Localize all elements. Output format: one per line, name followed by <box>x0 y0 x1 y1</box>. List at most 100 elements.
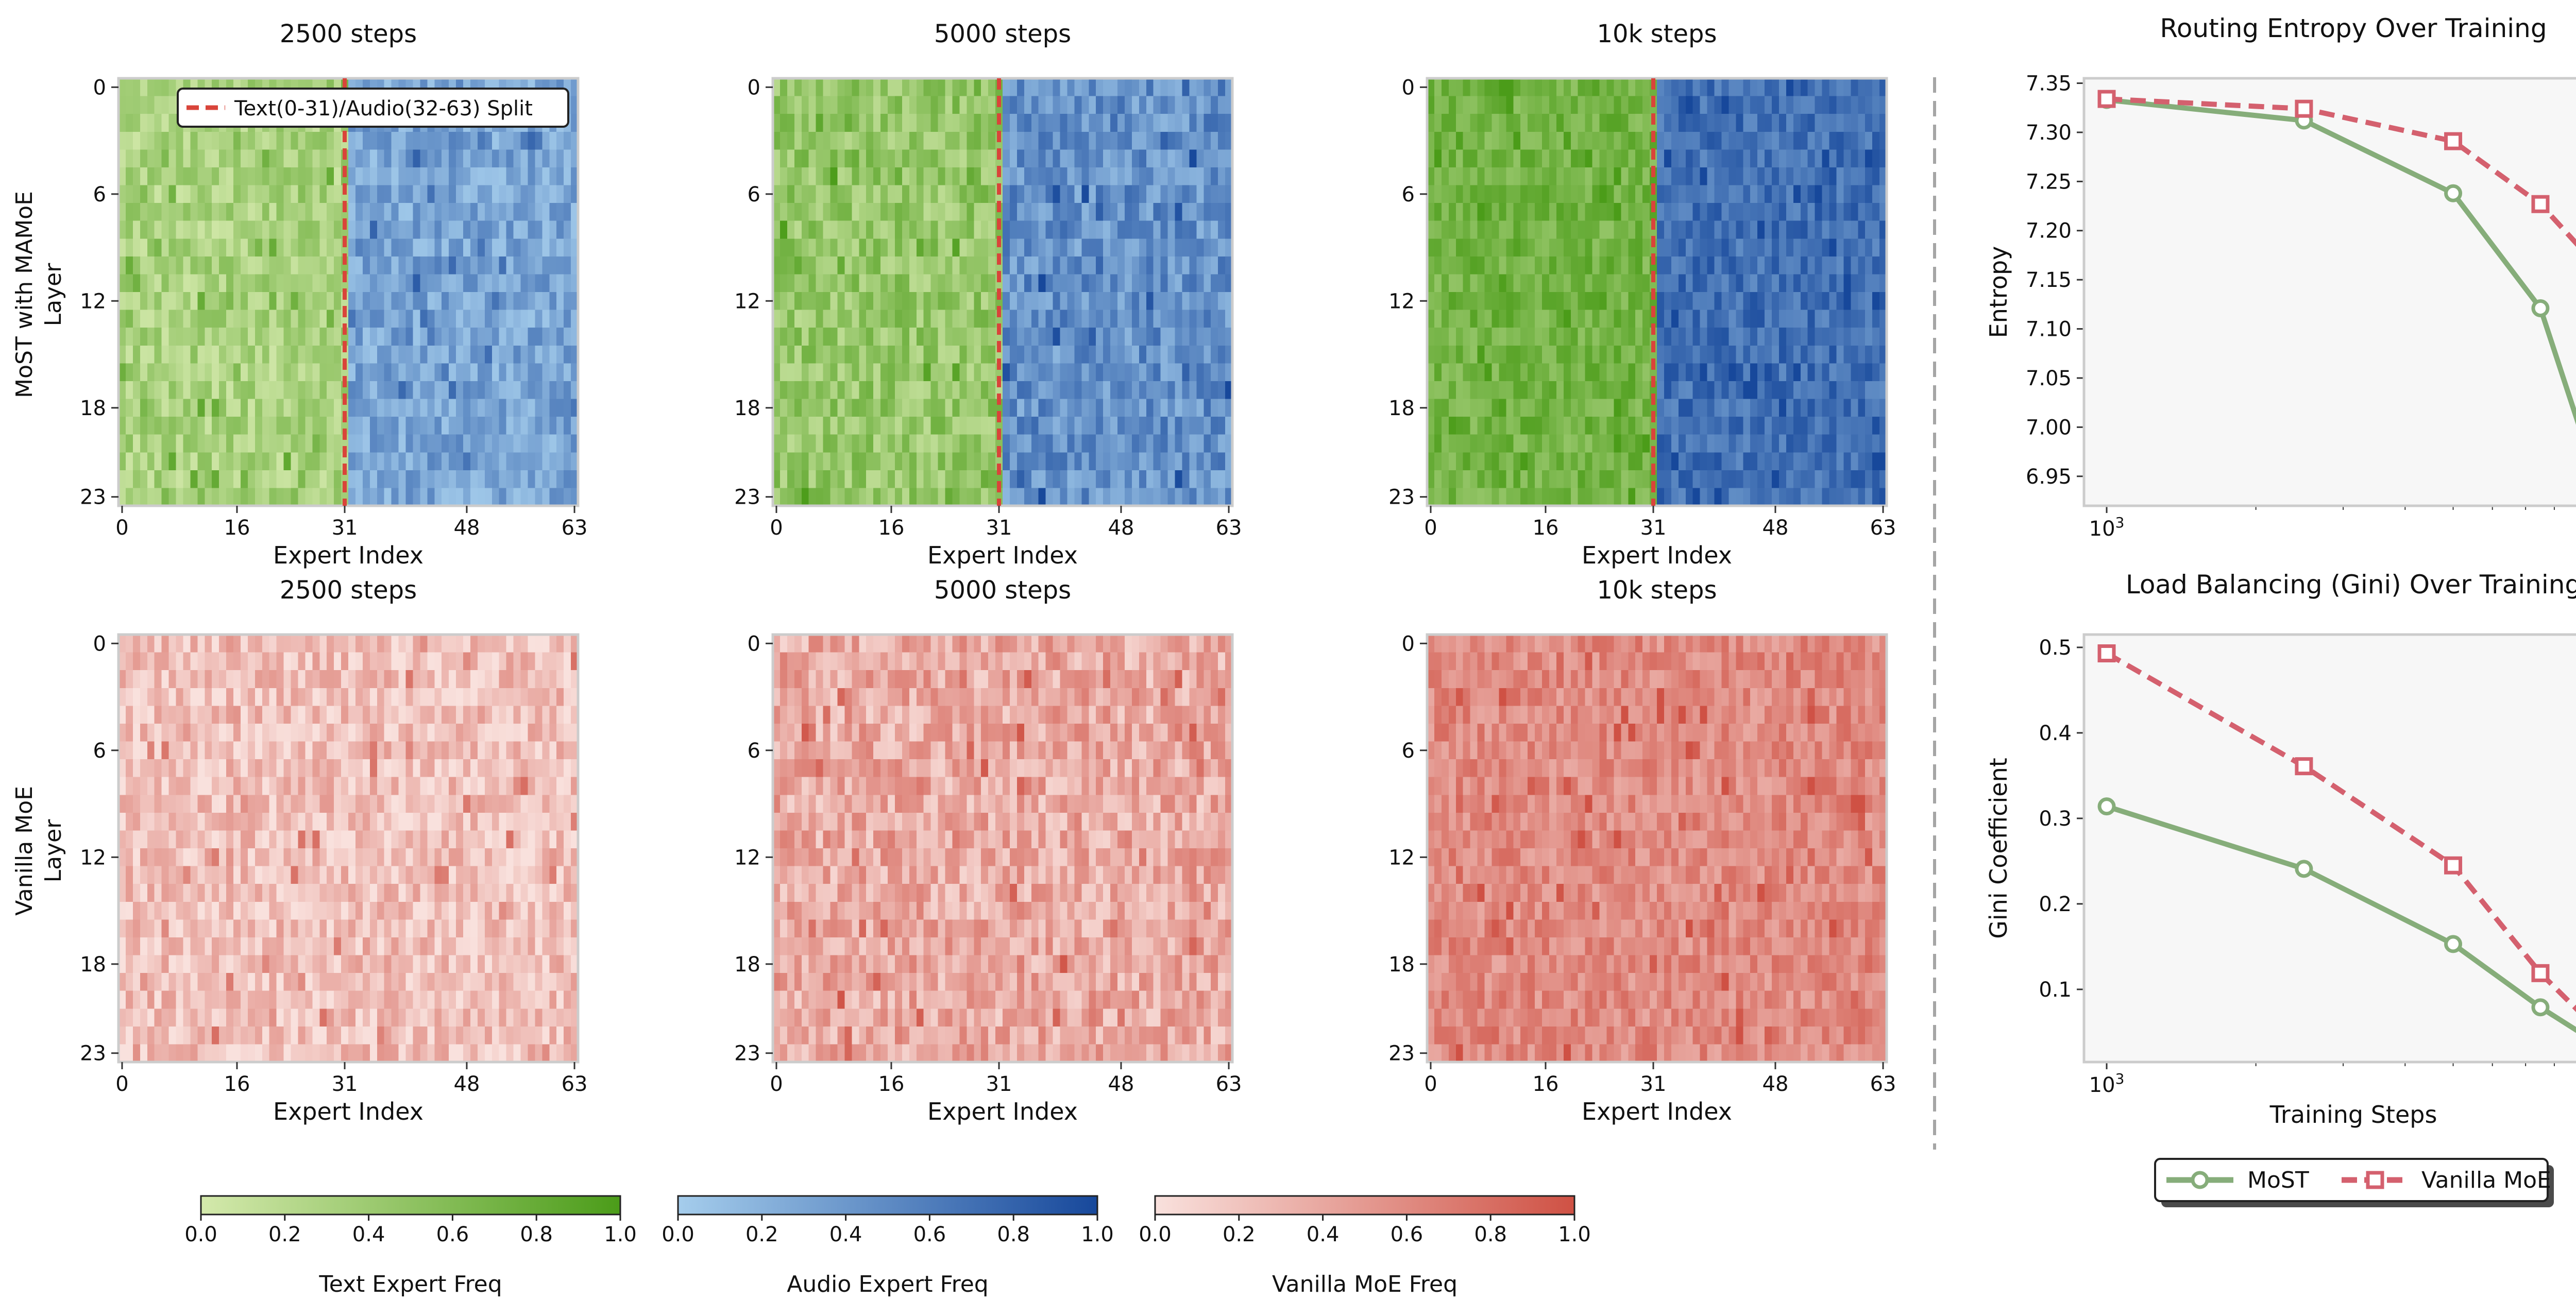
heatmap-cell <box>1455 470 1464 489</box>
heatmap-cell <box>1549 452 1557 471</box>
heatmap-cell <box>1721 292 1729 311</box>
heatmap-cell <box>1807 292 1816 311</box>
heatmap-cell <box>823 149 831 168</box>
heatmap-cell <box>132 114 141 132</box>
heatmap-cell <box>1621 185 1629 203</box>
heatmap-cell <box>1182 238 1190 257</box>
heatmap-cell <box>118 292 126 311</box>
heatmap-cell <box>1038 131 1046 150</box>
heatmap-cell <box>1858 399 1866 417</box>
heatmap-cell <box>1556 149 1564 168</box>
heatmap-cell <box>930 256 939 275</box>
heatmap-cell <box>1067 363 1075 382</box>
heatmap-cell <box>1160 131 1168 150</box>
heatmap-cell <box>902 381 910 400</box>
heatmap-cell <box>571 167 579 186</box>
heatmap-cell <box>1606 452 1614 471</box>
heatmap-cell <box>492 652 500 671</box>
heatmap-cell <box>1599 345 1607 364</box>
heatmap-cell <box>1139 274 1147 293</box>
heatmap-cell <box>1851 470 1858 489</box>
heatmap-cell <box>1131 149 1140 168</box>
heatmap-cell <box>1189 310 1197 328</box>
heatmap-cell <box>269 238 277 257</box>
heatmap-cell <box>1757 399 1765 417</box>
heatmap-cell <box>535 203 543 221</box>
heatmap-cell <box>1750 363 1758 382</box>
heatmap-cell <box>1736 203 1743 221</box>
heatmap-cell <box>1772 399 1780 417</box>
heatmap-cell <box>1563 114 1571 132</box>
heatmap-cell <box>334 706 342 724</box>
heatmap-cell <box>190 706 198 724</box>
heatmap-cell <box>168 635 177 653</box>
heatmap-cell <box>1470 131 1478 150</box>
heatmap-cell <box>520 417 529 435</box>
heatmap-cell <box>1865 488 1873 506</box>
heatmap-cell <box>902 114 910 132</box>
heatmap-cell <box>362 381 370 400</box>
heatmap-cell <box>132 167 141 186</box>
heatmap-cell <box>571 185 579 203</box>
heatmap-cell <box>161 238 170 257</box>
heatmap-cell <box>1024 310 1032 328</box>
heatmap-cell <box>801 238 809 257</box>
heatmap-cell <box>1003 96 1010 114</box>
heatmap-cell <box>154 635 162 653</box>
heatmap-cell <box>327 238 334 257</box>
heatmap-cell <box>355 363 363 382</box>
heatmap-cell <box>1003 434 1010 453</box>
heatmap-cell <box>1225 203 1233 221</box>
heatmap-cell <box>1131 167 1140 186</box>
heatmap-cell <box>1728 292 1736 311</box>
heatmap-cell <box>205 256 212 275</box>
heatmap-cell <box>916 381 924 400</box>
heatmap-cell <box>1096 256 1104 275</box>
heatmap-cell <box>1477 417 1485 435</box>
heatmap-cell <box>808 114 817 132</box>
heatmap-cell <box>1081 417 1089 435</box>
heatmap-cell <box>183 274 191 293</box>
heatmap-cell <box>219 345 227 364</box>
heatmap-cell <box>1807 96 1816 114</box>
heatmap-cell <box>219 417 227 435</box>
heatmap-cell <box>1829 114 1837 132</box>
heatmap-cell <box>118 652 126 671</box>
heatmap-cell <box>1182 345 1190 364</box>
heatmap-cell <box>1685 185 1693 203</box>
heatmap-cell <box>1441 434 1449 453</box>
heatmap-cell <box>1189 488 1197 506</box>
heatmap-cell <box>1470 470 1478 489</box>
heatmap-cell <box>873 328 881 346</box>
heatmap-cell <box>413 274 420 293</box>
heatmap-cell <box>305 131 313 150</box>
heatmap-cell <box>1175 452 1183 471</box>
heatmap-cell <box>866 114 874 132</box>
heatmap-cell <box>1455 149 1464 168</box>
heatmap-cell <box>894 149 903 168</box>
heatmap-cell <box>1103 167 1111 186</box>
heatmap-cell <box>542 417 550 435</box>
heatmap-cell <box>291 167 299 186</box>
heatmap-cell <box>556 417 564 435</box>
heatmap-cell <box>1599 256 1607 275</box>
heatmap-cell <box>974 292 981 311</box>
heatmap-cell <box>1448 78 1456 97</box>
y-tick-label: 6 <box>748 183 760 207</box>
heatmap-cell <box>1865 238 1873 257</box>
heatmap-cell <box>420 488 428 506</box>
heatmap-cell <box>1721 417 1729 435</box>
heatmap-cell <box>852 434 859 453</box>
heatmap-cell <box>535 652 543 671</box>
heatmap-cell <box>1765 131 1772 150</box>
heatmap-cell <box>1024 256 1032 275</box>
heatmap-cell <box>1592 96 1600 114</box>
heatmap-cell <box>1182 452 1190 471</box>
heatmap-cell <box>866 274 874 293</box>
heatmap-cell <box>1628 78 1636 97</box>
heatmap-cell <box>1463 256 1471 275</box>
heatmap-cell <box>398 635 406 653</box>
heatmap-cell <box>276 635 284 653</box>
heatmap-cell <box>1807 310 1816 328</box>
heatmap-cell <box>981 131 989 150</box>
